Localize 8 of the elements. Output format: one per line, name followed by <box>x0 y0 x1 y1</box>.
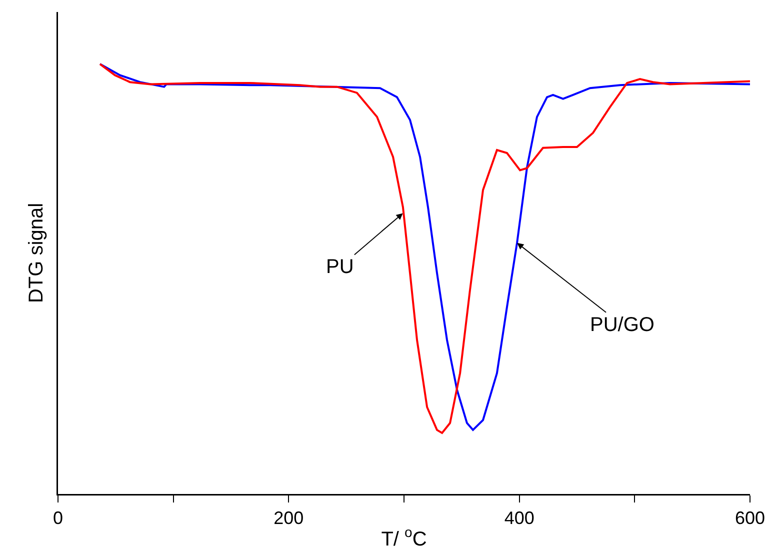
x-tick-label: 400 <box>504 508 534 528</box>
x-tick-label: 600 <box>734 508 766 528</box>
x-tick-label: 0 <box>52 508 64 528</box>
annotation: PU <box>326 256 354 278</box>
y-axis-title: DTG signal <box>25 202 48 304</box>
x-tick-label: 200 <box>274 508 304 528</box>
x-axis-title: T/ $^{o}$C <box>381 524 427 550</box>
annotation: PU/GO <box>590 314 654 336</box>
